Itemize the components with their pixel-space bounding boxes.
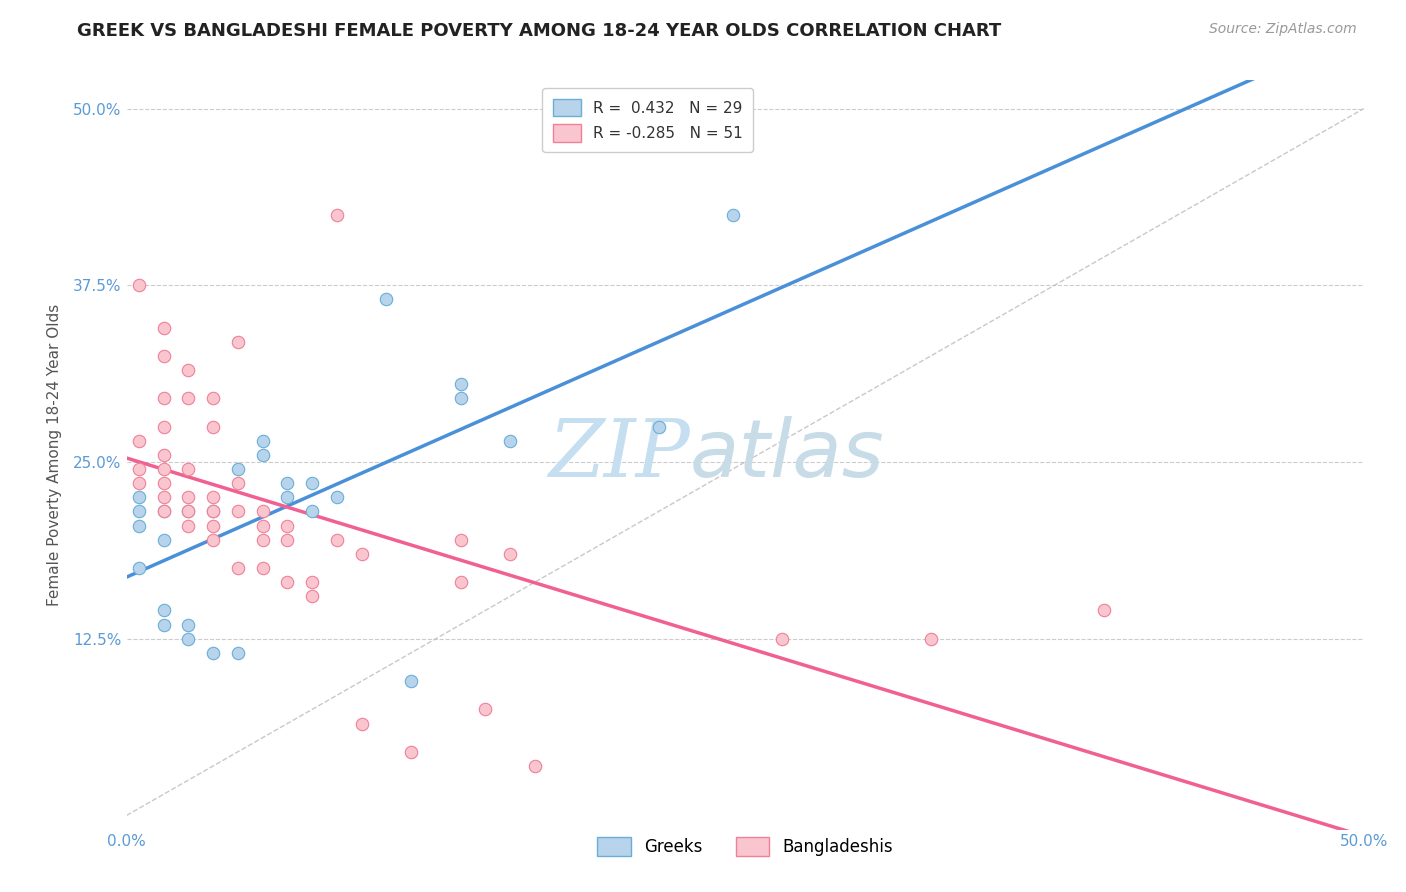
Point xyxy=(202,504,225,518)
Point xyxy=(499,547,522,561)
Point xyxy=(226,561,249,575)
Point xyxy=(152,491,174,505)
Point xyxy=(252,518,274,533)
Point xyxy=(128,462,150,476)
Point xyxy=(252,533,274,547)
Point xyxy=(252,434,274,448)
Point xyxy=(202,419,225,434)
Point xyxy=(226,462,249,476)
Point xyxy=(152,504,174,518)
Point xyxy=(152,476,174,491)
Point xyxy=(1092,603,1115,617)
Point xyxy=(177,617,200,632)
Point xyxy=(276,518,298,533)
Point xyxy=(128,561,150,575)
Point xyxy=(128,434,150,448)
Point xyxy=(128,476,150,491)
Point xyxy=(152,533,174,547)
Point xyxy=(226,646,249,660)
Point xyxy=(226,334,249,349)
Point xyxy=(177,392,200,406)
Point xyxy=(252,561,274,575)
Point xyxy=(399,745,422,759)
Text: atlas: atlas xyxy=(689,416,884,494)
Point xyxy=(252,504,274,518)
Point xyxy=(152,419,174,434)
Point xyxy=(770,632,793,646)
Point xyxy=(202,646,225,660)
Point xyxy=(350,547,373,561)
Point xyxy=(450,575,472,590)
Point xyxy=(301,504,323,518)
Point xyxy=(226,476,249,491)
Point xyxy=(152,603,174,617)
Point xyxy=(152,392,174,406)
Point xyxy=(152,349,174,363)
Point xyxy=(450,392,472,406)
Point xyxy=(647,419,669,434)
Point xyxy=(202,491,225,505)
Point xyxy=(450,533,472,547)
Point xyxy=(128,491,150,505)
Point xyxy=(450,377,472,392)
Point xyxy=(523,759,546,773)
Point xyxy=(276,533,298,547)
Point xyxy=(177,462,200,476)
Point xyxy=(301,589,323,603)
Point xyxy=(474,702,496,716)
Point xyxy=(177,504,200,518)
Point xyxy=(202,392,225,406)
Point xyxy=(350,716,373,731)
Point xyxy=(326,533,349,547)
Point xyxy=(326,208,349,222)
Point xyxy=(202,518,225,533)
Point xyxy=(177,518,200,533)
Point xyxy=(152,448,174,462)
Point xyxy=(128,504,150,518)
Point xyxy=(301,575,323,590)
Point xyxy=(252,448,274,462)
Point xyxy=(499,434,522,448)
Point xyxy=(152,617,174,632)
Text: ZIP: ZIP xyxy=(548,417,689,493)
Point xyxy=(721,208,744,222)
Point xyxy=(301,476,323,491)
Point xyxy=(152,320,174,334)
Point xyxy=(177,491,200,505)
Legend: Greeks, Bangladeshis: Greeks, Bangladeshis xyxy=(591,830,900,863)
Point xyxy=(920,632,942,646)
Point xyxy=(128,518,150,533)
Point xyxy=(226,504,249,518)
Point xyxy=(177,363,200,377)
Text: GREEK VS BANGLADESHI FEMALE POVERTY AMONG 18-24 YEAR OLDS CORRELATION CHART: GREEK VS BANGLADESHI FEMALE POVERTY AMON… xyxy=(77,22,1001,40)
Point xyxy=(128,278,150,293)
Point xyxy=(152,504,174,518)
Point xyxy=(177,632,200,646)
Point xyxy=(276,476,298,491)
Point xyxy=(202,504,225,518)
Point xyxy=(152,462,174,476)
Point xyxy=(202,533,225,547)
Point xyxy=(326,491,349,505)
Point xyxy=(276,575,298,590)
Text: Source: ZipAtlas.com: Source: ZipAtlas.com xyxy=(1209,22,1357,37)
Point xyxy=(375,293,398,307)
Point xyxy=(177,504,200,518)
Point xyxy=(399,674,422,689)
Y-axis label: Female Poverty Among 18-24 Year Olds: Female Poverty Among 18-24 Year Olds xyxy=(46,304,62,606)
Point xyxy=(276,491,298,505)
